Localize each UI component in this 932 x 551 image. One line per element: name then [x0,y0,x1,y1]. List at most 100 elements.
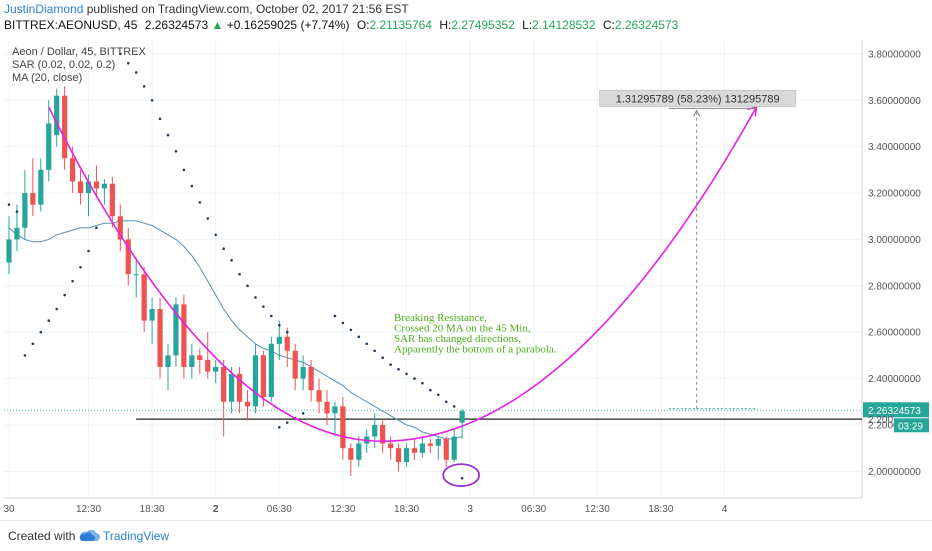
candle-body [30,193,36,205]
candle-body [451,436,457,460]
candle-body [22,193,28,228]
candle-body [62,95,68,159]
measure-label-box [599,89,797,107]
candle-body [221,366,227,402]
candle-body [46,123,52,170]
author-link[interactable]: JustinDiamond [4,2,84,16]
sar-dot [437,393,440,397]
candle-body [181,304,187,367]
candle-body [213,366,219,372]
candle-body [165,355,171,367]
sar-dot [270,314,273,318]
sar-dot [397,367,400,371]
sar-dot [182,168,186,172]
x-tick-label: 12:30 [330,504,355,515]
candle-body [260,355,266,398]
candle-body [197,355,203,361]
sar-dot [39,330,43,334]
candle-body [133,274,139,276]
sar-dot [333,314,337,318]
x-tick-label: 18:30 [648,504,673,515]
candle-body [77,181,84,194]
candle-body [300,366,306,379]
candle-body [117,216,123,240]
x-tick-label: 06:30 [267,504,292,515]
candle-body [101,183,107,189]
candle-body [395,448,402,463]
annotation-line: Apparently the bottom of a parabola. [394,344,557,356]
sar-dot [222,247,225,251]
sar-dot [413,377,416,380]
ma-line [8,220,463,440]
sar-dot [71,279,74,283]
candle-body [443,438,449,460]
candle-body [403,448,410,463]
sar-dot [158,117,162,121]
candle-body [236,373,243,402]
candle-body [54,95,60,136]
sar-dot [206,217,210,220]
candle-body [332,406,338,414]
annotation-line: Crossed 20 MA on the 45 Min, [394,323,531,335]
sar-dot [262,305,265,308]
published-text: published on TradingView.com, October 02… [86,2,409,16]
sar-dot [452,405,456,408]
sar-dot [134,71,138,74]
sar-dot [47,319,51,322]
sar-dot [278,425,281,429]
sar-dot [87,249,90,253]
sar-dot [15,210,19,213]
candle-body [205,360,211,372]
candle-body [459,411,465,423]
candle-body [388,443,394,449]
x-tick-label: 3 [467,504,473,515]
publish-line: JustinDiamond published on TradingView.c… [4,2,409,16]
close-label: C: [602,18,615,32]
sar-dot [341,321,345,325]
candle-body [284,336,290,351]
sar-dot [214,233,217,237]
x-tick-label: 4 [722,504,728,515]
low-label: L: [522,18,533,32]
x-tick-label: 06:30 [521,504,546,515]
sar-dot [55,307,58,311]
candle-body [316,390,322,402]
sar-dot [365,342,369,346]
candle-body [324,401,330,414]
candle-body [173,304,179,356]
sar-dot [444,400,448,404]
sar-dot [126,61,130,65]
sar-dot [166,133,170,137]
last-price: 2.26324573 [144,18,209,32]
measure-label: 1.31295789 (58.23%) 131295789 [616,93,780,105]
sar-dot [460,476,464,480]
sar-dot [381,356,384,360]
candle-body [244,401,251,407]
y-tick-label: 3.40000000 [868,142,921,153]
sar-dot [238,272,241,276]
sar-dot [230,259,233,262]
close-value: 2.26324573 [614,18,679,32]
candle-body [356,443,362,460]
footer: Created with TradingView [0,520,932,551]
x-tick-label: 18:30 [394,504,419,515]
countdown-label-bg [894,418,929,433]
candle-body [380,424,386,444]
tradingview-brand-link[interactable]: TradingView [103,529,170,543]
candle-body [427,443,433,446]
parabola-curve[interactable] [48,106,757,442]
created-with-text: Created with [8,529,76,543]
sar-dot [246,284,249,288]
sar-dot [429,388,432,392]
chart-header: JustinDiamond published on TradingView.c… [0,0,932,38]
price-chart[interactable]: 2.000000002.200000002.400000002.60000000… [0,38,932,520]
y-tick-label: 3.00000000 [868,235,921,246]
sar-dot [79,265,82,269]
annotation-line: Breaking Resistance, [394,312,487,324]
annotation-line: SAR has changed directions, [394,333,521,345]
x-tick-label: 12:30 [76,504,101,515]
annotation-text: Breaking Resistance, Crossed 20 MA on the… [394,312,557,356]
candle-body [276,336,282,344]
candle-body [308,366,314,391]
candle-body [149,309,155,321]
